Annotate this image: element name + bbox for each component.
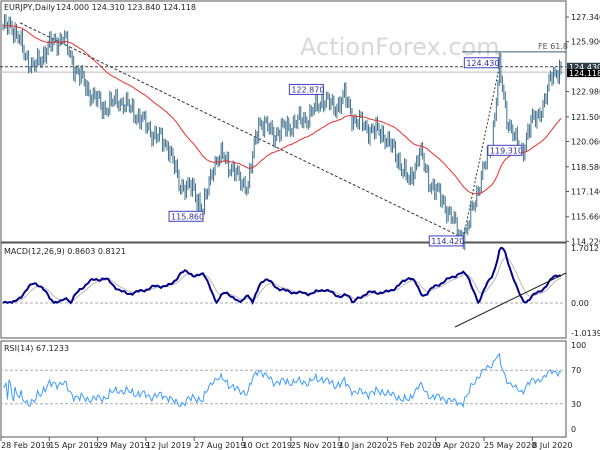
price-annotation-label: 114.420: [431, 237, 464, 246]
x-tick-label: 10 Jan 2020: [339, 441, 387, 450]
ohlc-readout: 124.000 124.310 123.840 124.118: [56, 3, 196, 12]
price-annotation-box: [487, 144, 523, 156]
price-annotation-label: 115.860: [171, 212, 204, 221]
current-price-bg: [567, 69, 600, 78]
x-tick-label: 27 Aug 2019: [194, 441, 245, 450]
macd-tick-label: 1.7012: [571, 244, 599, 253]
highlight-level-bg: [567, 62, 600, 71]
moving-average-line: [2, 25, 562, 195]
x-tick-label: 10 Oct 2019: [243, 441, 292, 450]
rsi-line: [3, 352, 562, 409]
price-tick-label: 125.900: [571, 38, 600, 47]
x-tick-label: 15 Apr 2019: [49, 441, 98, 450]
macd-tick-label: 0.00: [571, 299, 589, 308]
price-tick-label: 114.220: [571, 237, 600, 246]
price-annotation-box: [428, 235, 464, 247]
watermark: ActionForex.com: [300, 33, 500, 61]
x-tick-label: 8 Jul 2020: [532, 441, 572, 450]
fib-label: FE 61.8: [538, 42, 568, 51]
x-tick-label: 29 May 2019: [98, 441, 150, 450]
price-annotation-box: [168, 210, 204, 222]
rally-trendline: [462, 66, 500, 239]
chart-title: EURJPY,Daily: [4, 3, 55, 12]
price-annotation-label: 119.310: [490, 146, 523, 155]
price-tick-label: 121.500: [571, 113, 600, 122]
price-tick-label: 120.060: [571, 137, 600, 146]
x-tick-label: 25 May 2020: [484, 441, 536, 450]
rsi-title: RSI(14) 67.1233: [4, 344, 69, 353]
falling-trendline: [19, 22, 464, 239]
highlight-level-label: 124.430: [569, 63, 600, 72]
price-annotation-label: 122.870: [291, 85, 324, 94]
x-tick-label: 25 Nov 2019: [291, 441, 342, 450]
macd-panel-frame: [0, 242, 567, 339]
price-tick-label: 115.660: [571, 213, 600, 222]
current-price-label: 124.118: [569, 69, 600, 78]
price-tick-label: 127.340: [571, 13, 600, 22]
x-tick-label: 12 Jul 2019: [146, 441, 191, 450]
macd-title: MACD(12,26,9) 0.8603 0.8121: [4, 247, 126, 256]
rsi-panel-frame: [0, 340, 567, 438]
macd-line: [2, 246, 562, 305]
rsi-tick-label: 0: [571, 425, 576, 434]
price-annotation-box: [463, 57, 499, 69]
macd-signal-line: [2, 256, 562, 304]
price-panel-frame: [0, 0, 567, 243]
price-tick-label: 118.580: [571, 163, 600, 172]
macd-trendline: [454, 272, 567, 328]
price-annotation-box: [288, 83, 324, 95]
rsi-tick-label: 30: [571, 400, 581, 409]
macd-tick-label: -1.0139: [571, 329, 600, 338]
rsi-tick-label: 70: [571, 366, 581, 375]
x-tick-label: 28 Feb 2019: [1, 441, 51, 450]
x-tick-label: 9 Apr 2020: [436, 441, 480, 450]
x-tick-label: 25 Feb 2020: [387, 441, 437, 450]
price-tick-label: 122.980: [571, 88, 600, 97]
price-annotation-label: 124.430: [466, 59, 499, 68]
price-tick-label: 117.140: [571, 187, 600, 196]
rsi-tick-label: 100: [571, 341, 586, 350]
